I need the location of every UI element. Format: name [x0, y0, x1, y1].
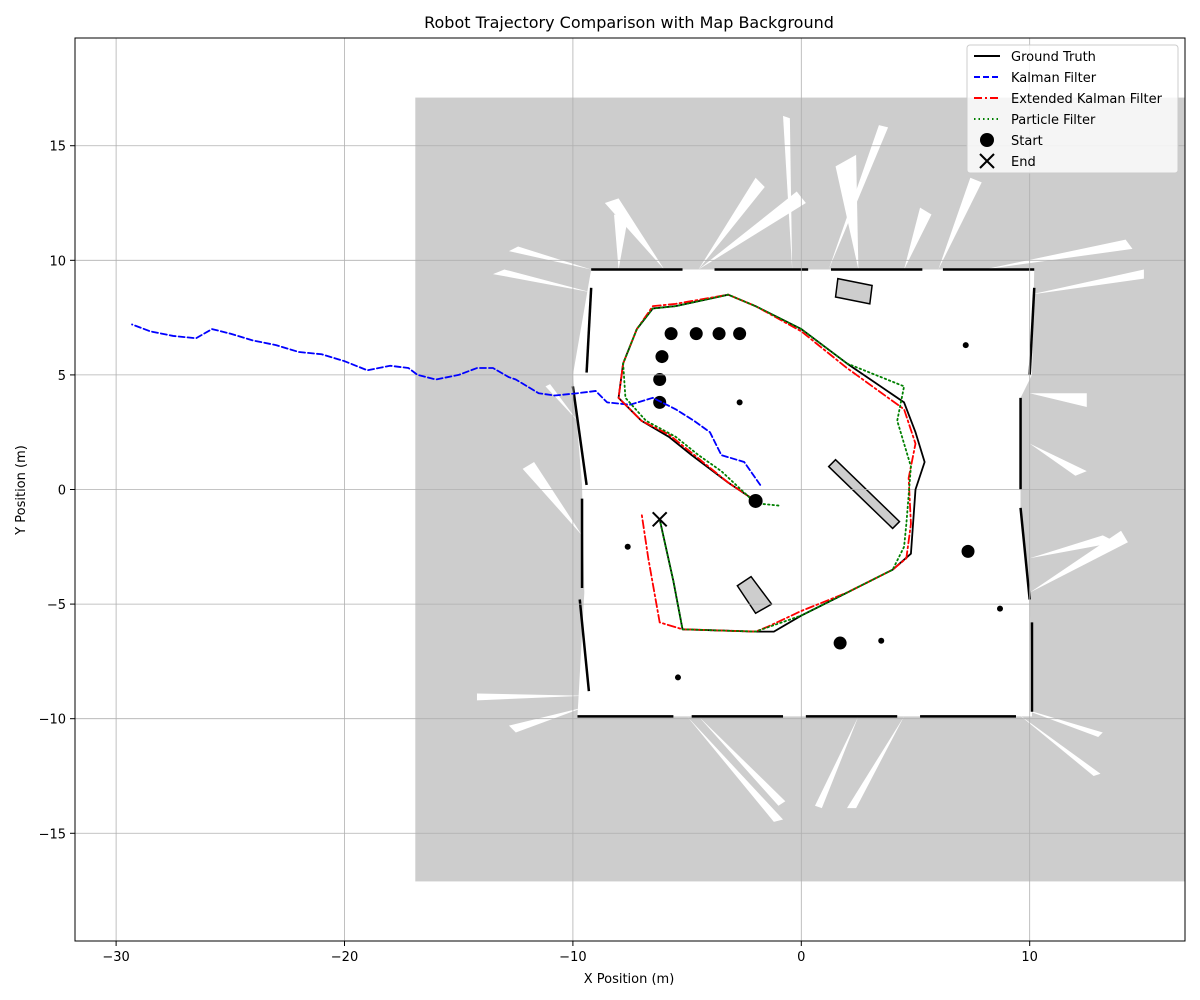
series-extended-kalman-filter	[617, 293, 917, 633]
x-axis-ticks: −30 −20 −10 0 10	[102, 941, 1038, 965]
map-free-ray	[835, 154, 859, 270]
x-axis-label: X Position (m)	[584, 972, 675, 987]
marker-layer	[651, 493, 763, 528]
map-free-ray	[508, 246, 592, 270]
y-tick-label: 15	[49, 140, 66, 155]
y-tick-label: −5	[47, 598, 66, 613]
map-obstacle	[962, 342, 969, 349]
map-obstacle-box	[834, 277, 873, 305]
map-obstacle	[655, 350, 669, 364]
x-tick-label: −10	[559, 950, 586, 965]
map-obstacle	[878, 637, 885, 644]
map-free-ray	[828, 125, 889, 270]
map-free-ray	[904, 207, 932, 270]
map-obstacle	[664, 327, 678, 341]
map-wall	[1028, 287, 1036, 375]
map-obstacle	[712, 327, 726, 341]
legend-end-symbol	[979, 153, 995, 169]
map-obstacle	[997, 605, 1003, 612]
map-free-room	[572, 269, 1035, 717]
legend-label: End	[1011, 155, 1036, 170]
x-tick-label: 0	[797, 950, 805, 965]
map-free-ray	[783, 115, 793, 270]
y-tick-label: 0	[58, 484, 66, 499]
legend-box	[966, 44, 1179, 174]
legend-label: Start	[1011, 134, 1043, 149]
x-tick-label: −30	[102, 950, 129, 965]
series-kalman-filter	[131, 323, 762, 486]
map-obstacle-box	[827, 458, 901, 530]
map-wall	[1019, 507, 1031, 600]
series-particle-filter	[622, 293, 912, 633]
plot-area	[74, 37, 1186, 942]
map-free-ray	[1029, 535, 1117, 559]
map-free-ray	[698, 716, 786, 806]
legend-label: Extended Kalman Filter	[1011, 92, 1163, 107]
y-tick-label: −10	[39, 713, 66, 728]
y-axis-ticks: −15 −10 −5 0 5 10 15	[39, 140, 75, 842]
map-free-ray	[614, 214, 628, 270]
start-marker	[748, 493, 763, 508]
map-obstacle	[653, 372, 667, 386]
map-free-ray	[508, 707, 585, 733]
x-tick-label: 10	[1021, 950, 1038, 965]
map-free-ray	[1018, 714, 1101, 776]
map-free-ray	[1029, 530, 1128, 593]
y-tick-label: 5	[58, 369, 66, 384]
map-wall	[571, 386, 588, 486]
map-obstacle	[833, 636, 847, 650]
map-free-ray	[846, 716, 905, 809]
map-free-ray	[1029, 269, 1144, 295]
map-obstacle	[733, 327, 747, 341]
map-obstacle	[961, 544, 975, 558]
y-tick-label: −15	[39, 827, 66, 842]
map-free-ray	[1029, 393, 1087, 407]
map-free-ray	[476, 693, 585, 701]
map-free-ray	[522, 461, 583, 536]
map-free-ray	[604, 198, 665, 270]
map-free-ray	[492, 269, 592, 293]
map-free-ray	[938, 177, 982, 270]
legend: Ground Truth Kalman Filter Extended Kalman…	[966, 44, 1179, 174]
map-free-ray	[984, 239, 1133, 270]
map-free-ray	[1018, 707, 1103, 738]
legend-start-symbol	[980, 133, 994, 147]
map-obstacle	[674, 674, 681, 681]
end-marker	[651, 511, 668, 528]
map-free-ray	[545, 384, 578, 421]
chart-title: Robot Trajectory Comparison with Map Bac…	[424, 13, 834, 32]
map-wall	[578, 599, 591, 692]
y-axis-label: Y Position (m)	[14, 445, 29, 536]
map-free-ray	[698, 191, 806, 270]
map-obstacle	[689, 327, 703, 341]
map-obstacle	[736, 399, 743, 406]
series-layer	[131, 293, 926, 633]
map-free-ray	[1029, 443, 1087, 476]
legend-label: Kalman Filter	[1011, 71, 1097, 86]
map-obstacle	[653, 395, 667, 409]
legend-label: Ground Truth	[1011, 50, 1096, 65]
map-free-ray	[687, 716, 784, 822]
map-free-ray	[698, 177, 765, 270]
y-tick-label: 10	[49, 254, 66, 269]
map-obstacle	[624, 543, 631, 550]
x-tick-label: −20	[331, 950, 358, 965]
legend-label: Particle Filter	[1011, 113, 1096, 128]
map-free-ray	[815, 716, 859, 809]
map-wall	[585, 287, 593, 373]
